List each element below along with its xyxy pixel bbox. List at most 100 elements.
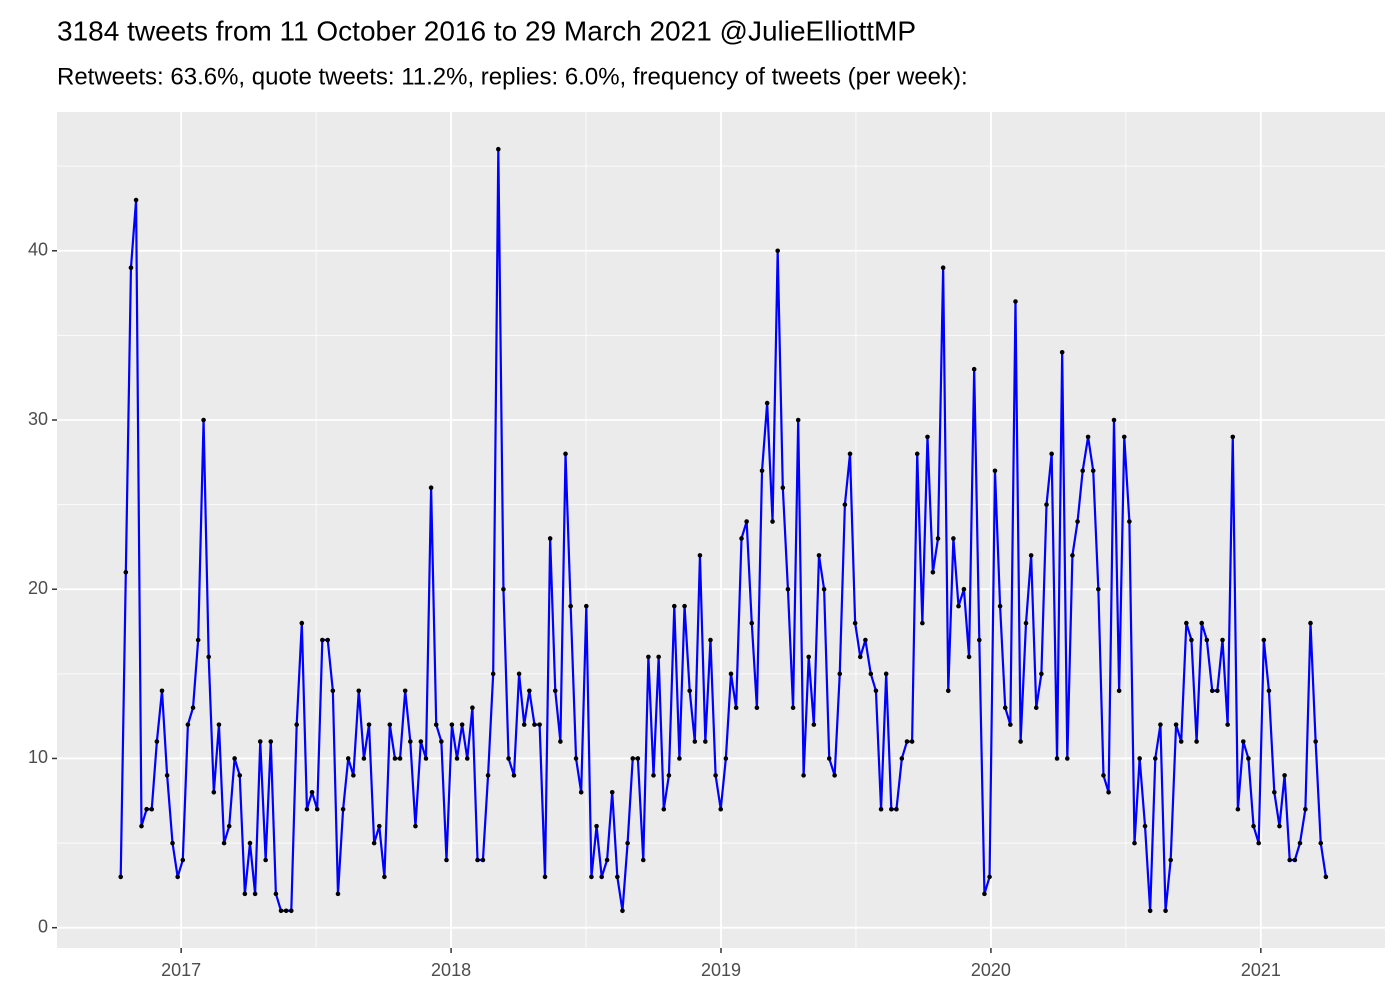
data-point xyxy=(1272,790,1277,795)
data-point xyxy=(423,756,429,761)
data-point xyxy=(314,806,320,812)
data-point xyxy=(376,823,382,829)
data-point xyxy=(1256,840,1261,846)
data-point xyxy=(558,739,563,744)
y-tick-label: 10 xyxy=(28,747,48,767)
data-point xyxy=(677,756,682,761)
data-point xyxy=(387,722,393,727)
data-point xyxy=(351,773,356,778)
data-point xyxy=(490,671,496,677)
data-point xyxy=(1282,773,1287,778)
data-point xyxy=(496,146,501,152)
data-point xyxy=(930,570,936,575)
data-point xyxy=(1318,840,1324,846)
y-tick-label: 40 xyxy=(28,240,48,260)
data-point xyxy=(832,773,837,778)
data-point xyxy=(449,722,455,727)
data-point xyxy=(997,603,1003,609)
data-point xyxy=(345,756,351,761)
data-point xyxy=(775,248,780,254)
data-point xyxy=(1106,790,1111,795)
data-point xyxy=(1246,756,1251,761)
data-point xyxy=(382,874,387,880)
data-point xyxy=(687,688,692,694)
data-point xyxy=(480,857,486,863)
data-point xyxy=(568,603,573,609)
data-point xyxy=(1209,688,1215,694)
data-point xyxy=(527,688,532,694)
data-point xyxy=(956,603,961,609)
data-point xyxy=(356,688,362,694)
data-point xyxy=(1251,823,1256,829)
data-point xyxy=(542,874,548,880)
data-point xyxy=(1235,806,1241,812)
data-point xyxy=(397,756,403,761)
data-point xyxy=(1240,739,1246,744)
data-point xyxy=(821,586,827,592)
data-point xyxy=(1225,722,1230,727)
data-point xyxy=(883,671,889,677)
data-point xyxy=(733,705,739,710)
data-point xyxy=(790,705,796,710)
data-point xyxy=(470,705,475,710)
data-point xyxy=(640,857,646,863)
data-point xyxy=(847,451,853,457)
x-tick-label: 2017 xyxy=(161,960,201,980)
data-point xyxy=(1277,823,1282,829)
data-point xyxy=(857,654,863,660)
data-point xyxy=(299,620,305,626)
data-point xyxy=(1023,620,1029,626)
data-point xyxy=(744,519,749,524)
data-point xyxy=(521,722,527,727)
data-point xyxy=(532,722,537,727)
data-point xyxy=(646,654,651,660)
data-point xyxy=(1018,739,1023,744)
data-point xyxy=(666,773,672,778)
data-point xyxy=(485,773,491,778)
data-point xyxy=(547,536,553,541)
data-point xyxy=(578,790,584,795)
data-point xyxy=(154,739,160,744)
data-point xyxy=(1297,840,1303,846)
data-point xyxy=(977,637,982,643)
data-point xyxy=(1096,586,1101,592)
data-point xyxy=(1008,722,1013,727)
data-point xyxy=(620,908,625,914)
data-point xyxy=(257,739,263,744)
data-point xyxy=(909,739,915,744)
data-point xyxy=(852,620,858,626)
data-point xyxy=(1287,857,1293,863)
data-point xyxy=(982,891,987,897)
data-point xyxy=(1194,739,1199,744)
data-point xyxy=(1132,840,1137,846)
data-point xyxy=(268,739,274,744)
data-point xyxy=(418,739,424,744)
data-point xyxy=(1054,756,1060,761)
data-point xyxy=(263,857,268,863)
data-point xyxy=(454,756,460,761)
data-point xyxy=(459,722,465,727)
data-point xyxy=(304,806,310,812)
y-tick-label: 30 xyxy=(28,409,48,429)
data-point xyxy=(320,637,325,643)
data-point xyxy=(563,451,568,457)
data-point xyxy=(615,874,620,880)
data-point xyxy=(128,265,134,270)
data-point xyxy=(273,891,279,897)
data-point xyxy=(444,857,449,863)
data-point xyxy=(139,823,144,829)
data-point xyxy=(899,756,905,761)
data-point xyxy=(842,502,848,507)
data-point xyxy=(589,874,594,880)
data-point xyxy=(692,739,698,744)
data-point xyxy=(1090,468,1096,474)
data-point xyxy=(1261,637,1267,643)
data-point xyxy=(780,485,786,490)
data-point xyxy=(764,400,770,406)
data-point xyxy=(216,722,222,727)
data-point xyxy=(1080,468,1085,474)
data-point xyxy=(940,265,946,270)
data-point xyxy=(1127,519,1132,524)
data-point xyxy=(144,806,149,812)
